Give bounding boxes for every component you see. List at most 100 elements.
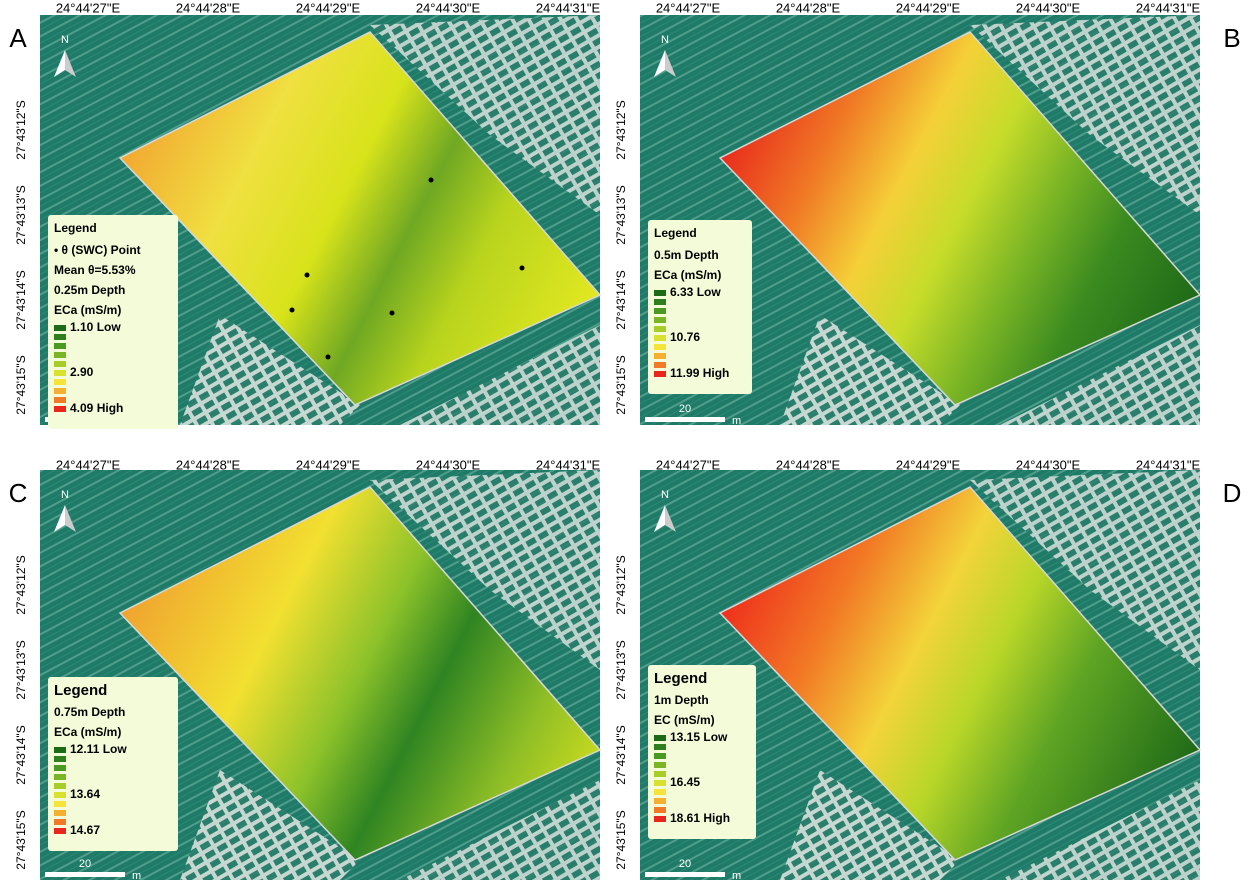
legend-swatch	[54, 765, 66, 771]
latitude-label: 27°43'13"S	[614, 185, 628, 244]
scale-bar	[645, 872, 725, 877]
legend-class: 13.15 Low	[670, 730, 728, 744]
latitude-label: 27°43'15"S	[14, 355, 28, 414]
longitude-label: 24°44'27"E	[56, 0, 121, 15]
legend-swatch	[654, 816, 666, 822]
legend-title: Legend	[654, 670, 707, 687]
north-label: N	[61, 34, 69, 46]
legend-swatch	[54, 343, 66, 349]
scale-bar	[645, 417, 725, 422]
legend-swatch	[654, 353, 666, 359]
legend-swatch	[654, 326, 666, 332]
scale-unit: m	[132, 870, 141, 882]
legend-swatch	[54, 774, 66, 780]
legend-swatch	[654, 780, 666, 786]
panel-letter: B	[1223, 23, 1240, 53]
legend-swatch	[54, 361, 66, 367]
panel-letter: C	[9, 478, 28, 508]
panel-letter: D	[1223, 478, 1242, 508]
legend-class: 14.67	[70, 823, 100, 837]
latitude-label: 27°43'14"S	[14, 725, 28, 784]
latitude-label: 27°43'15"S	[14, 810, 28, 869]
legend-swatch	[54, 756, 66, 762]
legend-swatch	[654, 807, 666, 813]
legend-swatch	[654, 344, 666, 350]
scale-unit: m	[732, 870, 741, 882]
latitude-label: 27°43'14"S	[614, 725, 628, 784]
swc-point	[305, 273, 310, 278]
legend-swatch	[654, 308, 666, 314]
page: 24°44'27"E 24°44'28"E 24°44'29"E 24°44'30"E…	[0, 0, 1248, 882]
legend-swatch	[54, 397, 66, 403]
latitude-label: 27°43'13"S	[14, 640, 28, 699]
latitude-label: 27°43'14"S	[614, 270, 628, 329]
legend-class: 4.09 High	[70, 401, 123, 415]
map-panel: 24°44'27"E24°44'28"E24°44'29"E24°44'30"E…	[614, 457, 1241, 881]
swc-point	[290, 308, 295, 313]
legend-line: 1m Depth	[654, 693, 709, 707]
legend-line: ECa (mS/m)	[54, 725, 121, 739]
legend-swatch	[54, 352, 66, 358]
legend-swatch	[654, 771, 666, 777]
legend-swatch	[54, 370, 66, 376]
legend-line: ECa (mS/m)	[54, 303, 121, 317]
latitude-label: 27°43'12"S	[14, 100, 28, 159]
legend-line: ECa (mS/m)	[654, 268, 721, 282]
legend-class: 18.61 High	[670, 811, 730, 825]
legend-line: • θ (SWC) Point	[54, 243, 141, 257]
longitude-label: 24°44'28"E	[776, 0, 841, 15]
latitude-label: 27°43'12"S	[14, 555, 28, 614]
longitude-label: 24°44'28"E	[776, 457, 841, 472]
legend-line: EC (mS/m)	[654, 713, 715, 727]
legend-swatch	[54, 406, 66, 412]
longitude-label: 24°44'31"E	[1136, 0, 1201, 15]
legend-swatch	[54, 819, 66, 825]
legend-swatch	[654, 762, 666, 768]
longitude-label: 24°44'29"E	[296, 457, 361, 472]
legend-line: 0.5m Depth	[654, 248, 719, 262]
legend-swatch	[54, 828, 66, 834]
legend-class: 10.76	[670, 330, 700, 344]
latitude-label: 27°43'12"S	[614, 100, 628, 159]
legend-swatch	[54, 334, 66, 340]
legend-swatch	[54, 810, 66, 816]
legend-class: 6.33 Low	[670, 285, 721, 299]
swc-point	[326, 355, 331, 360]
legend-swatch	[54, 379, 66, 385]
longitude-label: 24°44'29"E	[896, 0, 961, 15]
longitude-label: 24°44'28"E	[176, 457, 241, 472]
panel-letter: A	[9, 23, 27, 53]
legend-title: Legend	[54, 221, 97, 235]
longitude-label: 24°44'28"E	[176, 0, 241, 15]
legend-swatch	[54, 325, 66, 331]
legend-box	[48, 677, 178, 851]
legend-class: 11.99 High	[670, 366, 729, 380]
figure: 24°44'27"E 24°44'28"E 24°44'29"E 24°44'30"E…	[0, 0, 1248, 882]
north-label: N	[661, 34, 669, 46]
legend-swatch	[654, 789, 666, 795]
longitude-label: 24°44'29"E	[896, 457, 961, 472]
scale-distance: 20	[679, 403, 691, 415]
scale-distance: 20	[79, 858, 91, 870]
legend-swatch	[54, 801, 66, 807]
legend-line: Mean θ=5.53%	[54, 263, 136, 277]
scale-bar	[45, 872, 125, 877]
legend-line: 0.25m Depth	[54, 283, 125, 297]
latitude-label: 27°43'13"S	[614, 640, 628, 699]
swc-point	[390, 311, 395, 316]
legend-class: 16.45	[670, 775, 700, 789]
longitude-label: 24°44'30"E	[416, 0, 481, 15]
legend-class: 12.11 Low	[70, 742, 127, 756]
swc-point	[520, 266, 525, 271]
legend-title: Legend	[654, 226, 697, 240]
longitude-label: 24°44'27"E	[656, 457, 721, 472]
swc-point	[429, 178, 434, 183]
longitude-label: 24°44'31"E	[536, 457, 601, 472]
legend-swatch	[654, 735, 666, 741]
legend-swatch	[54, 783, 66, 789]
north-label: N	[61, 489, 69, 501]
scale-unit: m	[732, 415, 741, 427]
latitude-label: 27°43'13"S	[14, 185, 28, 244]
